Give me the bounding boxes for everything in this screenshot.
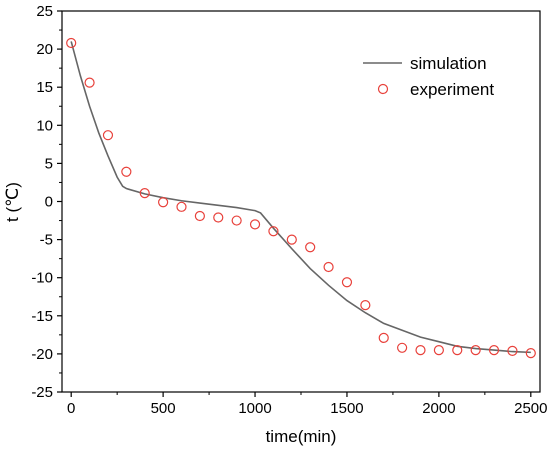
y-tick-label: 15	[36, 79, 53, 96]
experiment-point	[323, 261, 334, 273]
legend-experiment-label: experiment	[410, 80, 494, 99]
experiment-point	[176, 201, 187, 212]
experiment-point	[231, 215, 242, 226]
y-tick-label: 25	[36, 3, 53, 20]
x-tick-label: 500	[151, 400, 176, 417]
y-axis-title: t (℃)	[3, 182, 22, 222]
x-tick-label: 2500	[514, 400, 547, 417]
experiment-point	[286, 234, 297, 245]
y-tick-label: 0	[45, 194, 53, 211]
experiment-point	[268, 226, 279, 237]
y-tick-label: 10	[36, 117, 53, 134]
experiment-point	[507, 345, 518, 356]
experiment-point	[415, 344, 426, 356]
experiment-point	[158, 197, 169, 208]
x-tick-label: 1000	[238, 400, 271, 417]
experiment-point	[360, 300, 371, 311]
x-axis: 0 500 1000 1500 2000 2500	[67, 392, 547, 417]
experiment-point	[488, 344, 500, 356]
experiment-point	[433, 344, 444, 356]
y-tick-label: 5	[45, 155, 53, 172]
y-axis: 25 20 15 10 5 0 -5 -10 -15 -20 -25	[31, 3, 62, 401]
y-tick-label: -5	[40, 232, 53, 249]
experiment-point	[213, 212, 224, 223]
experiment-point	[84, 77, 95, 88]
legend-simulation-label: simulation	[410, 54, 487, 73]
experiment-point	[66, 37, 77, 49]
experiment-point	[194, 210, 205, 222]
experiment-point	[102, 130, 114, 141]
experiment-point	[378, 332, 389, 343]
x-tick-label: 1500	[330, 400, 363, 417]
y-tick-label: -20	[31, 346, 53, 363]
experiment-point	[525, 348, 536, 359]
legend: simulation experiment	[363, 54, 494, 99]
y-tick-label: -15	[31, 308, 53, 325]
experiment-point	[341, 277, 353, 288]
y-tick-label: -10	[31, 270, 53, 287]
x-tick-label: 2000	[422, 400, 455, 417]
y-tick-label: -25	[31, 384, 53, 401]
experiment-point	[452, 344, 463, 356]
simulation-line	[70, 41, 531, 354]
experiment-point	[139, 188, 150, 199]
legend-experiment-marker	[377, 83, 389, 95]
experiment-point	[397, 342, 408, 353]
experiment-point	[121, 166, 132, 177]
x-axis-title: time(min)	[266, 427, 337, 446]
series-layer	[66, 37, 536, 359]
experiment-point	[470, 344, 481, 356]
x-tick-label: 0	[67, 400, 75, 417]
experiment-point	[305, 242, 316, 253]
y-tick-label: 20	[36, 41, 53, 58]
experiment-point	[249, 219, 261, 230]
